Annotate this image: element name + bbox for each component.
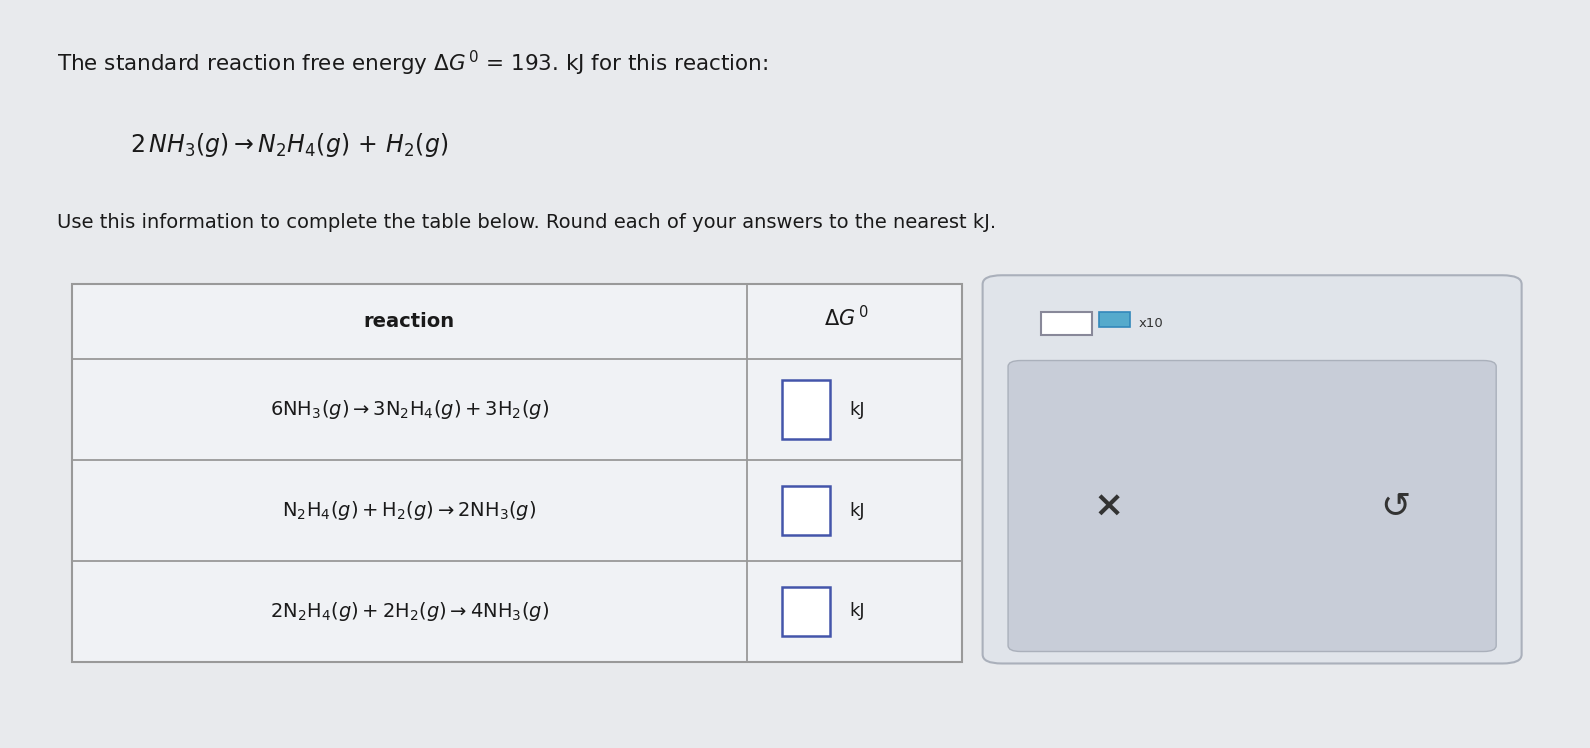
Text: ×: × [1094, 489, 1124, 523]
Text: $\mathrm{N_2H_4}(g) + \mathrm{H_2}(g) \rightarrow 2\mathrm{NH_3}(g)$: $\mathrm{N_2H_4}(g) + \mathrm{H_2}(g) \r… [283, 499, 536, 522]
FancyBboxPatch shape [983, 275, 1522, 663]
Bar [72, 284, 962, 662]
Text: $\Delta G^{\,0}$: $\Delta G^{\,0}$ [824, 305, 870, 331]
Bar [1099, 311, 1130, 326]
Bar [782, 486, 830, 535]
Bar [782, 379, 830, 440]
FancyBboxPatch shape [1008, 361, 1496, 652]
Text: $\mathit{2\,NH_3(g){\rightarrow}N_2H_4(g)\,+\,H_2(g)}$: $\mathit{2\,NH_3(g){\rightarrow}N_2H_4(g… [130, 131, 448, 159]
Text: reaction: reaction [364, 312, 455, 331]
Bar [1041, 311, 1092, 335]
Text: Use this information to complete the table below. Round each of your answers to : Use this information to complete the tab… [57, 213, 997, 232]
Text: kJ: kJ [849, 501, 865, 520]
Text: $2\mathrm{N_2H_4}(g) + 2\mathrm{H_2}(g) \rightarrow 4\mathrm{NH_3}(g)$: $2\mathrm{N_2H_4}(g) + 2\mathrm{H_2}(g) … [270, 600, 549, 623]
Text: The standard reaction free energy $\Delta G^{\,0}$ = 193. kJ for this reaction:: The standard reaction free energy $\Delt… [57, 49, 768, 78]
Bar [782, 587, 830, 636]
Text: x10: x10 [1138, 317, 1164, 330]
Text: kJ: kJ [849, 400, 865, 419]
Text: $6\mathrm{NH_3}(g) \rightarrow 3\mathrm{N_2H_4}(g) + 3\mathrm{H_2}(g)$: $6\mathrm{NH_3}(g) \rightarrow 3\mathrm{… [270, 398, 549, 421]
Text: kJ: kJ [849, 602, 865, 621]
Text: ↺: ↺ [1380, 489, 1410, 523]
